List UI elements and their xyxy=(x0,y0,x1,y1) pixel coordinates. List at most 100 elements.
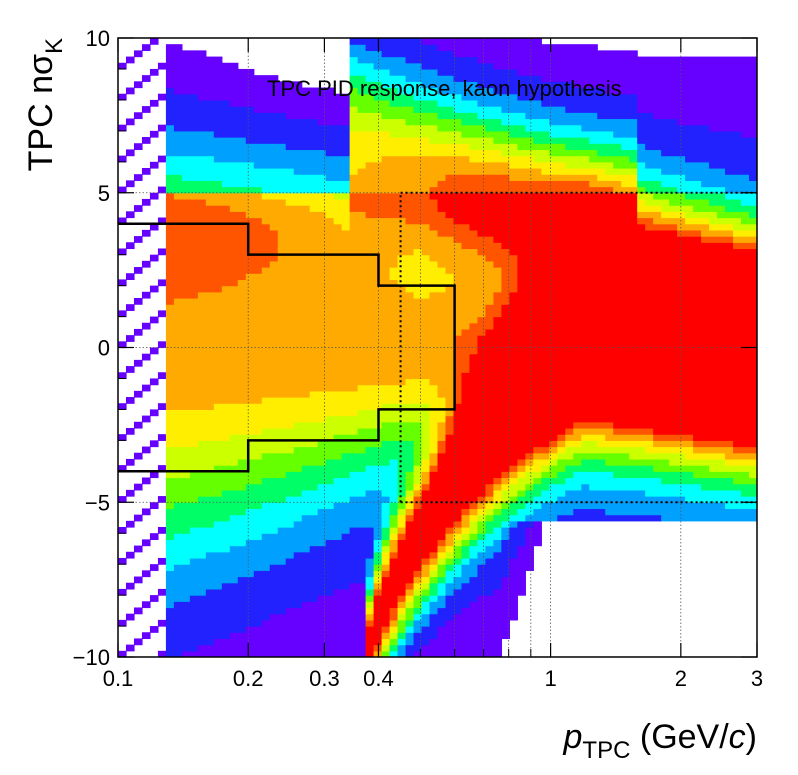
heatmap-cell xyxy=(501,112,510,120)
heatmap-cell xyxy=(461,254,471,262)
heatmap-cell xyxy=(141,137,151,144)
heatmap-cell xyxy=(437,223,447,231)
heatmap-cell xyxy=(261,180,271,188)
heatmap-cell xyxy=(285,415,295,423)
heatmap-cell xyxy=(173,124,183,132)
heatmap-cell xyxy=(485,285,495,293)
heatmap-cell xyxy=(197,205,207,212)
heatmap-cell xyxy=(221,576,231,584)
heatmap-cell xyxy=(349,279,359,287)
heatmap-cell xyxy=(317,198,327,206)
heatmap-cell xyxy=(445,446,455,454)
heatmap-cell xyxy=(269,310,279,318)
heatmap-cell xyxy=(341,514,351,522)
heatmap-cell xyxy=(397,248,407,256)
heatmap-cell xyxy=(373,328,383,336)
heatmap-cell xyxy=(325,217,335,225)
heatmap-cell xyxy=(501,38,510,45)
heatmap-cell xyxy=(269,514,279,522)
heatmap-cell xyxy=(197,118,207,126)
heatmap-cell xyxy=(333,434,343,441)
heatmap-cell xyxy=(277,260,287,268)
heatmap-cell xyxy=(405,415,415,423)
heatmap-cell xyxy=(501,551,510,559)
heatmap-cell xyxy=(381,285,391,293)
heatmap-cell xyxy=(469,372,479,380)
heatmap-cell xyxy=(453,595,463,602)
heatmap-cell xyxy=(557,390,566,398)
heatmap-cell xyxy=(541,81,550,89)
heatmap-cell xyxy=(317,502,327,510)
heatmap-cell xyxy=(173,644,183,652)
heatmap-cell xyxy=(341,161,351,169)
heatmap-cell xyxy=(421,297,431,305)
heatmap-cell xyxy=(541,149,550,157)
heatmap-cell xyxy=(573,502,582,510)
heatmap-cell xyxy=(413,297,423,305)
heatmap-cell xyxy=(477,155,487,163)
heatmap-cell xyxy=(165,106,175,113)
heatmap-cell xyxy=(309,137,319,144)
heatmap-cell xyxy=(517,186,526,194)
heatmap-cell xyxy=(485,99,495,107)
heatmap-cell xyxy=(197,174,207,181)
heatmap-cell xyxy=(437,397,447,404)
heatmap-cell xyxy=(157,372,167,380)
heatmap-cell xyxy=(181,198,191,206)
heatmap-cell xyxy=(205,452,215,460)
heatmap-cell xyxy=(469,458,479,466)
heatmap-cell xyxy=(309,180,319,188)
heatmap-cell xyxy=(517,564,526,571)
heatmap-cell xyxy=(365,452,375,460)
heatmap-cell xyxy=(261,167,271,175)
heatmap-cell xyxy=(493,260,502,268)
heatmap-cell xyxy=(525,508,534,516)
heatmap-cell xyxy=(205,161,215,169)
heatmap-cell xyxy=(253,143,263,151)
heatmap-cell xyxy=(389,242,399,250)
heatmap-cell xyxy=(341,211,351,219)
heatmap-cell xyxy=(213,285,223,293)
heatmap-cell xyxy=(549,514,558,522)
heatmap-cell xyxy=(165,205,175,212)
heatmap-cell xyxy=(509,390,518,398)
heatmap-cell xyxy=(341,353,351,361)
heatmap-cell xyxy=(261,489,271,497)
heatmap-cell xyxy=(445,595,455,602)
heatmap-cell xyxy=(309,434,319,441)
heatmap-cell xyxy=(349,353,359,361)
heatmap-cell xyxy=(205,81,215,89)
heatmap-cell xyxy=(517,254,526,262)
heatmap-cell xyxy=(397,496,407,503)
heatmap-cell xyxy=(421,62,431,70)
heatmap-cell xyxy=(453,588,463,596)
heatmap-cell xyxy=(541,328,550,336)
heatmap-cell xyxy=(181,514,191,522)
heatmap-cell xyxy=(381,273,391,281)
heatmap-cell xyxy=(309,316,319,324)
heatmap-cell xyxy=(437,291,447,299)
heatmap-cell xyxy=(477,248,487,256)
heatmap-cell xyxy=(373,99,383,107)
heatmap-cell xyxy=(493,161,502,169)
heatmap-cell xyxy=(397,595,407,602)
heatmap-cell xyxy=(293,242,303,250)
heatmap-cell xyxy=(413,211,423,219)
heatmap-cell xyxy=(493,267,502,274)
heatmap-cell xyxy=(173,595,183,602)
heatmap-cell xyxy=(301,242,311,250)
heatmap-cell xyxy=(245,87,255,95)
heatmap-cell xyxy=(269,155,279,163)
heatmap-cell xyxy=(317,384,327,392)
heatmap-cell xyxy=(213,533,223,540)
heatmap-cell xyxy=(437,347,447,355)
heatmap-cell xyxy=(453,56,463,64)
heatmap-cell xyxy=(261,595,271,602)
heatmap-cell xyxy=(453,514,463,522)
heatmap-cell xyxy=(373,304,383,311)
heatmap-cell xyxy=(365,471,375,479)
heatmap-cell xyxy=(381,211,391,219)
heatmap-cell xyxy=(237,452,247,460)
heatmap-cell xyxy=(485,564,495,571)
heatmap-cell xyxy=(437,551,447,559)
